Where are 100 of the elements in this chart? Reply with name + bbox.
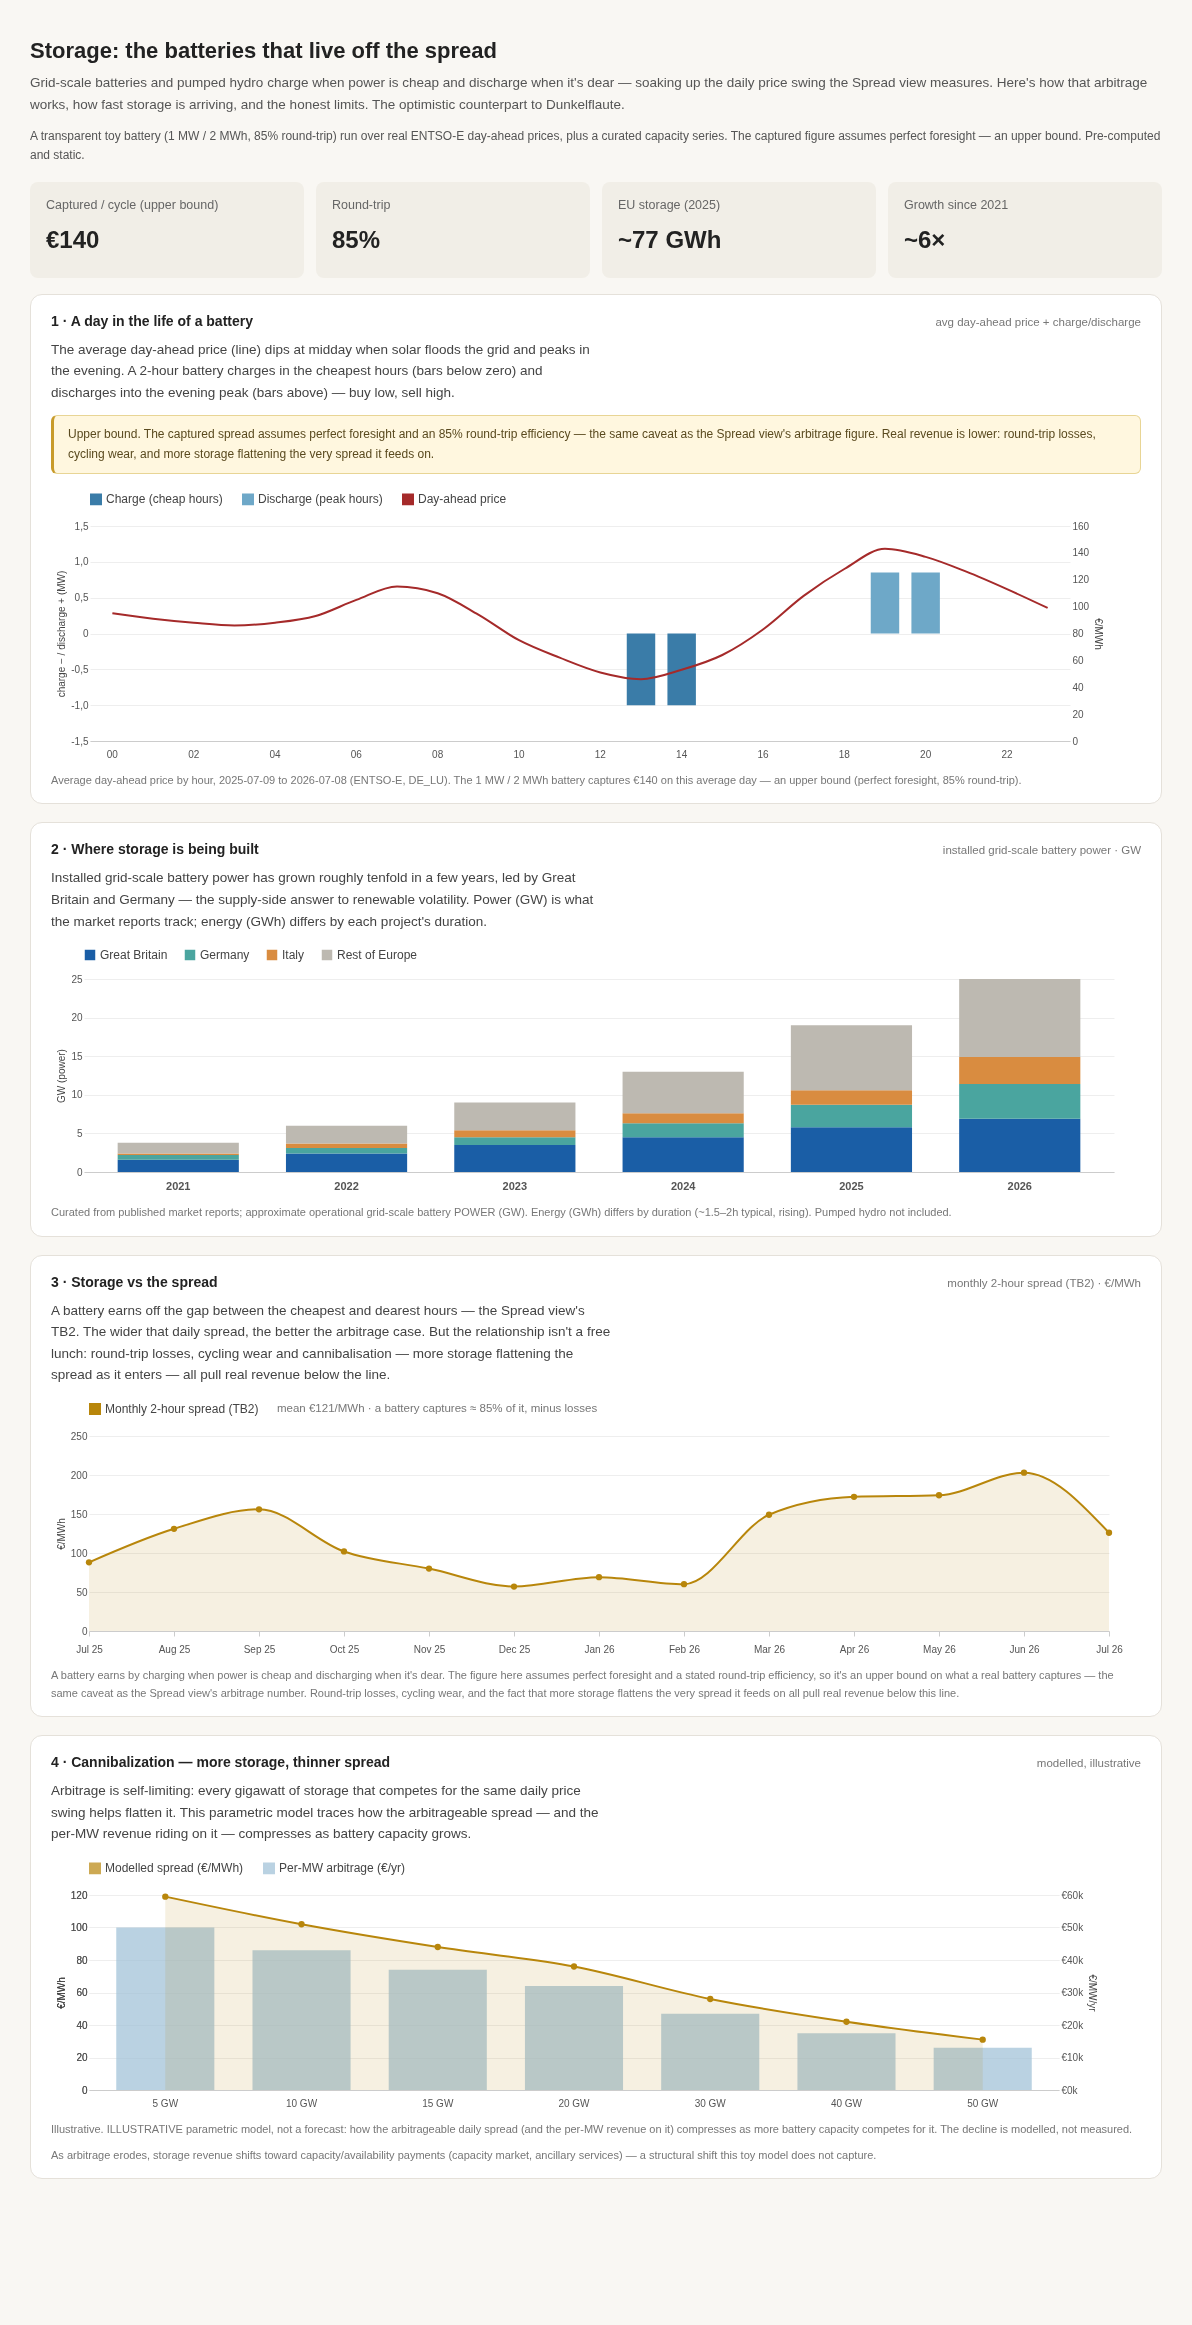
x-tick-label: Mar 26 <box>753 1643 786 1655</box>
y-tick-label: -1,0 <box>71 699 89 711</box>
x-tick-label: 40 GW <box>830 2097 863 2109</box>
y-tick-label: 10 <box>71 1089 83 1101</box>
chart-subtitle: The average day-ahead price (line) dips at midday when solar floods the grid and peaks in the evening. A 2-hour battery charges in the cheapest hours (bars below zero) and discharges into the evening peak (bars above) — buy low, sell high. <box>51 340 591 402</box>
x-tick-label: 30 GW <box>694 2097 727 2109</box>
bar <box>388 1969 487 2091</box>
y-axis-title: €/MWh <box>55 1518 67 1550</box>
x-tick-label: 06 <box>350 748 363 760</box>
bar <box>790 1025 913 1091</box>
bar <box>790 1127 913 1173</box>
bar <box>790 1104 913 1128</box>
y-tick-label: 80 <box>76 1954 88 1966</box>
bar <box>117 1155 239 1160</box>
y2-tick-label: €60k <box>1061 1889 1085 1901</box>
point <box>1020 1469 1028 1476</box>
text: modelled, illustrative <box>1036 1757 1141 1770</box>
legend-label: Italy <box>282 948 305 963</box>
bar <box>959 979 1081 1058</box>
bar <box>454 1145 576 1173</box>
y2-tick-label: €50k <box>1061 1922 1085 1934</box>
text: mean €121/MWh · a battery captures ≈ 85% of it, minus losses <box>277 1402 598 1415</box>
y-tick-label: 0 <box>81 1625 88 1637</box>
bar <box>622 1137 744 1173</box>
text: Growth since 2021 <box>904 197 1010 212</box>
text: A transparent toy battery (1 MW / 2 MWh, 85% round-trip) run over real ENTSO-E day-ahead prices, plus a curated capacity series. The captured figure assumes perfect foresight — an upper bound. Pre-computed and static. <box>30 128 1162 165</box>
chart-title: 1 · A day in the life of a battery <box>51 312 254 329</box>
x-tick-label: 10 GW <box>285 2097 318 2109</box>
y-tick-label: 25 <box>71 973 83 985</box>
line-series <box>111 547 1049 680</box>
x-tick-label: 12 <box>594 748 607 760</box>
y-tick-label: 5 <box>76 1127 83 1139</box>
x-tick-label: 14 <box>676 748 688 760</box>
y2-tick-label: €40k <box>1061 1954 1085 1966</box>
text: Storage: the batteries that live off the spread <box>30 38 498 64</box>
y-tick-label: -1,5 <box>71 735 89 747</box>
y-tick-label: 15 <box>71 1050 83 1062</box>
legend-label: Great Britain <box>100 948 168 963</box>
x-tick-label: 2025 <box>839 1179 864 1192</box>
point <box>425 1565 433 1572</box>
x-tick-label: 2024 <box>670 1179 697 1192</box>
y-tick-label: 20 <box>76 2052 88 2064</box>
legend-label: Monthly 2-hour spread (TB2) <box>105 1402 259 1417</box>
point <box>85 1559 93 1566</box>
text: Illustrative. ILLUSTRATIVE parametric model, not a forecast: how the arbitrageable daily spread (and the per-MW revenue on it) compresses as more battery capacity competes for it. The decline is modelled, not measured. <box>51 2122 1134 2138</box>
point <box>255 1506 263 1513</box>
text: 85% <box>332 225 382 254</box>
bar <box>285 1148 408 1154</box>
point <box>850 1493 858 1501</box>
x-tick-label: Sep 25 <box>243 1643 276 1655</box>
bar <box>959 1084 1081 1119</box>
x-tick-label: 50 GW <box>967 2097 999 2109</box>
x-tick-label: Apr 26 <box>839 1643 870 1655</box>
legend-label: Rest of Europe <box>337 948 418 963</box>
text: Average day-ahead price by hour, 2025-07-09 to 2026-07-08 (ENTSO-E, DE_LU). The 1 MW / 2 MWh battery captures €140 on this average day — an upper bound (perfect foresight, 85% round-trip). <box>51 772 1023 788</box>
point <box>298 1921 305 1928</box>
point <box>570 1963 578 1970</box>
y-axis-title: €/MWh <box>55 1977 67 2009</box>
legend-label: Modelled spread (€/MWh) <box>105 1861 244 1876</box>
y2-tick-label: 0 <box>1072 735 1079 747</box>
point <box>162 1893 169 1900</box>
bar <box>933 2047 1032 2091</box>
x-tick-label: 2021 <box>166 1179 191 1192</box>
point <box>434 1943 441 1951</box>
chart-title: 3 · Storage vs the spread <box>51 1273 218 1290</box>
x-tick-label: 5 GW <box>152 2097 179 2109</box>
point <box>843 2018 850 2025</box>
y2-tick-label: 20 <box>1072 708 1085 720</box>
y2-axis-title: €/MWh <box>1093 617 1105 650</box>
text: avg day-ahead price + charge/discharge <box>935 315 1141 328</box>
text: Grid-scale batteries and pumped hydro charge when power is cheap and discharge when it's dear — soaking up the daily price swing the Spread view measures. Here's how that arbitrage works, how fast storage is arriving, and the honest limits. The optimistic counterpart to Dunkelflaute. <box>30 74 1149 114</box>
bar <box>454 1137 576 1146</box>
x-tick-label: 20 <box>920 748 932 760</box>
y-tick-label: 0,5 <box>74 591 89 603</box>
point <box>340 1548 348 1555</box>
x-tick-label: 15 GW <box>422 2097 454 2109</box>
text: Captured / cycle (upper bound) <box>46 197 220 212</box>
x-tick-label: 20 GW <box>558 2097 591 2109</box>
x-tick-label: May 26 <box>923 1643 957 1655</box>
x-tick-label: 00 <box>106 748 119 760</box>
y2-tick-label: €30k <box>1061 1987 1085 1999</box>
y2-tick-label: 100 <box>1072 600 1090 612</box>
chart-subtitle: A battery earns off the gap between the cheapest and dearest hours — the Spread view's TB2. The wider that daily spread, the better the arbitrage case. But the relationship isn't a free lunch: round-trip losses, cycling wear and cannibalisation — more storage flattening the spread as it enters — all pull real revenue below the line. <box>51 1301 611 1385</box>
text: EU storage (2025) <box>618 197 722 212</box>
bar <box>622 1113 744 1124</box>
x-tick-label: 18 <box>838 748 851 760</box>
y2-tick-label: 40 <box>1072 681 1085 693</box>
y2-tick-label: 160 <box>1072 520 1090 532</box>
bar <box>117 1142 239 1154</box>
legend-label: Per-MW arbitrage (€/yr) <box>279 1861 406 1876</box>
x-tick-label: Jun 26 <box>1009 1643 1040 1655</box>
y2-tick-label: €0k <box>1061 2084 1079 2096</box>
point <box>707 1995 714 2003</box>
bar <box>116 1927 215 2091</box>
y2-tick-label: 140 <box>1072 547 1090 559</box>
x-tick-label: 2022 <box>334 1179 359 1192</box>
y-tick-label: 1,0 <box>74 556 89 568</box>
bar <box>454 1130 576 1138</box>
bar <box>285 1143 408 1149</box>
y-tick-label: 1,5 <box>74 520 89 532</box>
